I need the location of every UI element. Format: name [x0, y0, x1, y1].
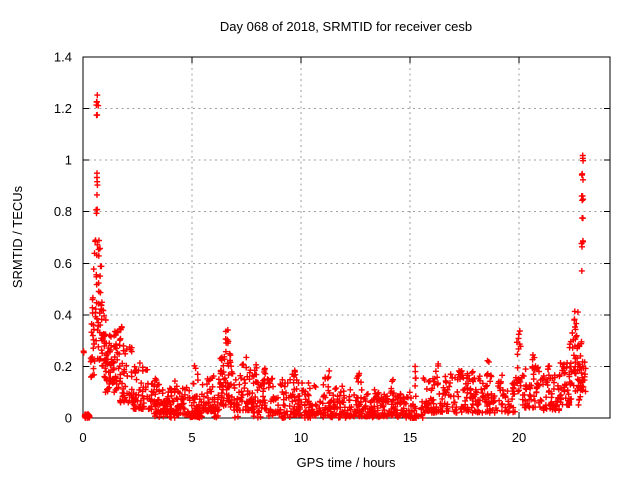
- x-axis-label: GPS time / hours: [297, 455, 396, 470]
- x-tick-label: 15: [403, 430, 417, 445]
- axis-tick-marks: [82, 56, 610, 419]
- y-tick-label: 0: [65, 411, 72, 426]
- x-tick-label: 10: [294, 430, 308, 445]
- data-points: [80, 92, 589, 421]
- chart-title: Day 068 of 2018, SRMTID for receiver ces…: [220, 19, 472, 34]
- x-tick-labels: 0 5 10 15 20: [79, 430, 526, 445]
- y-tick-label: 1: [65, 153, 72, 168]
- y-tick-label: 1.2: [54, 101, 72, 116]
- y-tick-label: 0.6: [54, 256, 72, 271]
- plot-frame: [82, 56, 611, 419]
- x-tick-label: 20: [512, 430, 526, 445]
- x-tick-label: 5: [188, 430, 195, 445]
- gridlines: [82, 56, 610, 419]
- y-tick-labels: 0 0.2 0.4 0.6 0.8 1 1.2 1.4: [54, 50, 72, 426]
- y-axis-label: SRMTID / TECUs: [10, 185, 25, 288]
- y-tick-label: 0.4: [54, 307, 72, 322]
- y-tick-label: 0.2: [54, 359, 72, 374]
- y-tick-label: 0.8: [54, 204, 72, 219]
- x-tick-label: 0: [79, 430, 86, 445]
- y-tick-label: 1.4: [54, 50, 72, 65]
